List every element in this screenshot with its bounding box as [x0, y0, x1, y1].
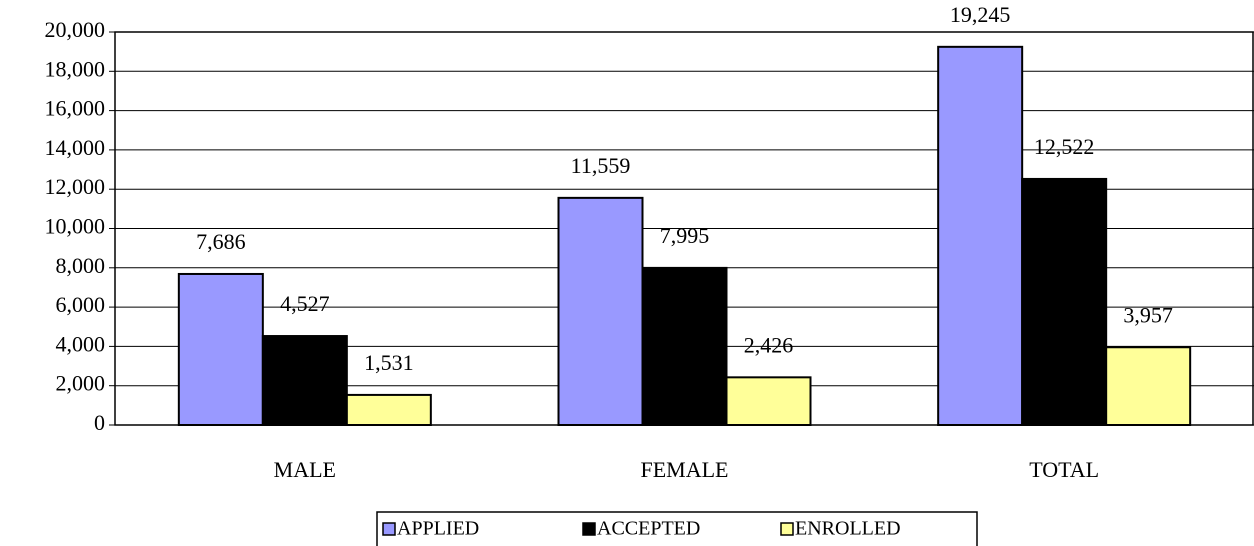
bar [641, 266, 728, 426]
legend [376, 511, 978, 546]
value-label: 12,522 [1034, 134, 1095, 159]
y-tick-label: 2,000 [56, 371, 106, 396]
bar [557, 196, 644, 426]
bar [1021, 177, 1108, 426]
value-label: 2,426 [744, 332, 794, 357]
y-tick-label: 20,000 [45, 17, 106, 42]
legend-swatch [382, 522, 396, 536]
value-label: 19,245 [950, 2, 1011, 27]
y-tick-label: 16,000 [45, 96, 106, 121]
x-tick-label: MALE [274, 457, 336, 482]
value-label: 7,995 [660, 223, 710, 248]
bar [1105, 346, 1192, 427]
bar [177, 272, 264, 426]
value-label: 11,559 [571, 153, 631, 178]
legend-swatch [780, 522, 794, 536]
bar [937, 45, 1024, 426]
x-tick-label: TOTAL [1029, 457, 1099, 482]
bar [345, 393, 432, 427]
y-tick-label: 8,000 [56, 253, 106, 278]
y-tick-label: 18,000 [45, 56, 106, 81]
legend-label: ENROLLED [795, 518, 901, 540]
x-tick-label: FEMALE [641, 457, 729, 482]
legend-label: ACCEPTED [597, 518, 700, 540]
legend-swatch [582, 522, 596, 536]
y-tick-label: 14,000 [45, 135, 106, 160]
y-tick-label: 6,000 [56, 292, 106, 317]
value-label: 7,686 [196, 229, 246, 254]
value-label: 3,957 [1123, 302, 1173, 327]
y-tick-label: 12,000 [45, 174, 106, 199]
legend-label: APPLIED [397, 518, 479, 540]
y-tick-label: 10,000 [45, 214, 106, 239]
bar [725, 376, 812, 426]
value-label: 1,531 [364, 350, 414, 375]
y-tick-label: 0 [94, 410, 105, 435]
y-tick-label: 4,000 [56, 331, 106, 356]
value-label: 4,527 [280, 291, 330, 316]
bar [261, 335, 348, 427]
